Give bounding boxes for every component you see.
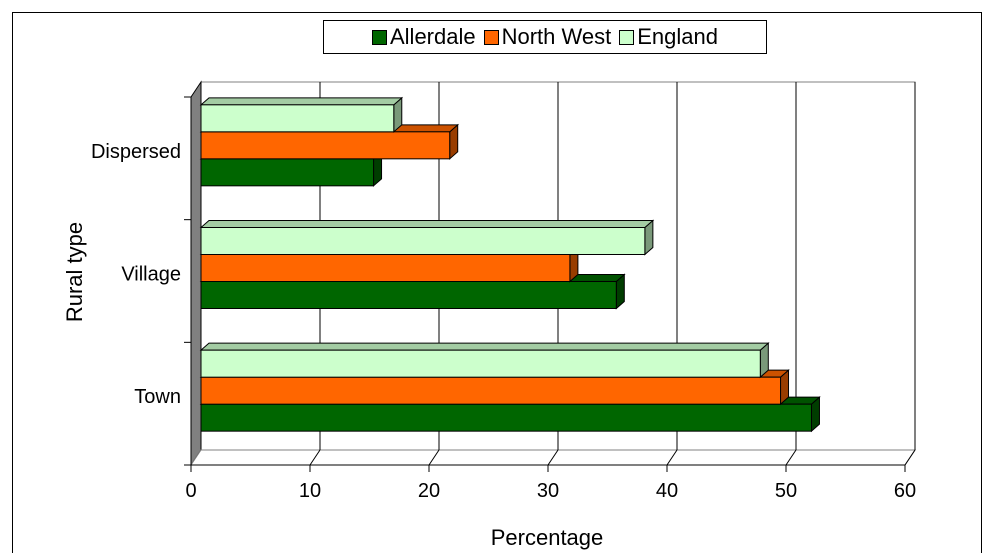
legend-label: North West [501,24,612,49]
x-axis-title: Percentage [491,525,604,550]
x-tick-label: 0 [185,480,196,502]
legend-entry: England [619,24,718,50]
y-tick-label: Village [121,264,181,286]
bar [199,96,404,133]
floor-gridline [547,449,559,466]
legend-swatch [372,29,387,45]
chart-legend: Allerdale North West England [323,20,767,54]
y-tick-label: Dispersed [91,141,181,163]
legend-entry: Allerdale [372,24,476,50]
legend-label: England [637,24,718,49]
x-tick-label: 60 [894,480,916,502]
plot-side-wall [190,80,202,467]
x-tick-label: 40 [656,480,678,502]
bar [199,219,655,256]
floor-gridline [666,449,678,466]
floor-gridline [428,449,440,466]
x-tick-label: 10 [299,480,321,502]
legend-entry: North West [483,24,612,50]
legend-label: Allerdale [390,24,476,49]
x-tick-label: 50 [775,480,797,502]
x-tick-label: 20 [418,480,440,502]
legend-swatch [483,29,499,45]
floor-gridline [785,449,797,466]
y-tick-label: Town [134,386,181,408]
floor-gridline [904,449,916,466]
y-axis-title: Rural type [62,222,87,322]
x-tick-label: 30 [537,480,559,502]
bar [199,342,770,379]
legend-swatch [619,29,635,45]
floor-gridline [309,449,321,466]
